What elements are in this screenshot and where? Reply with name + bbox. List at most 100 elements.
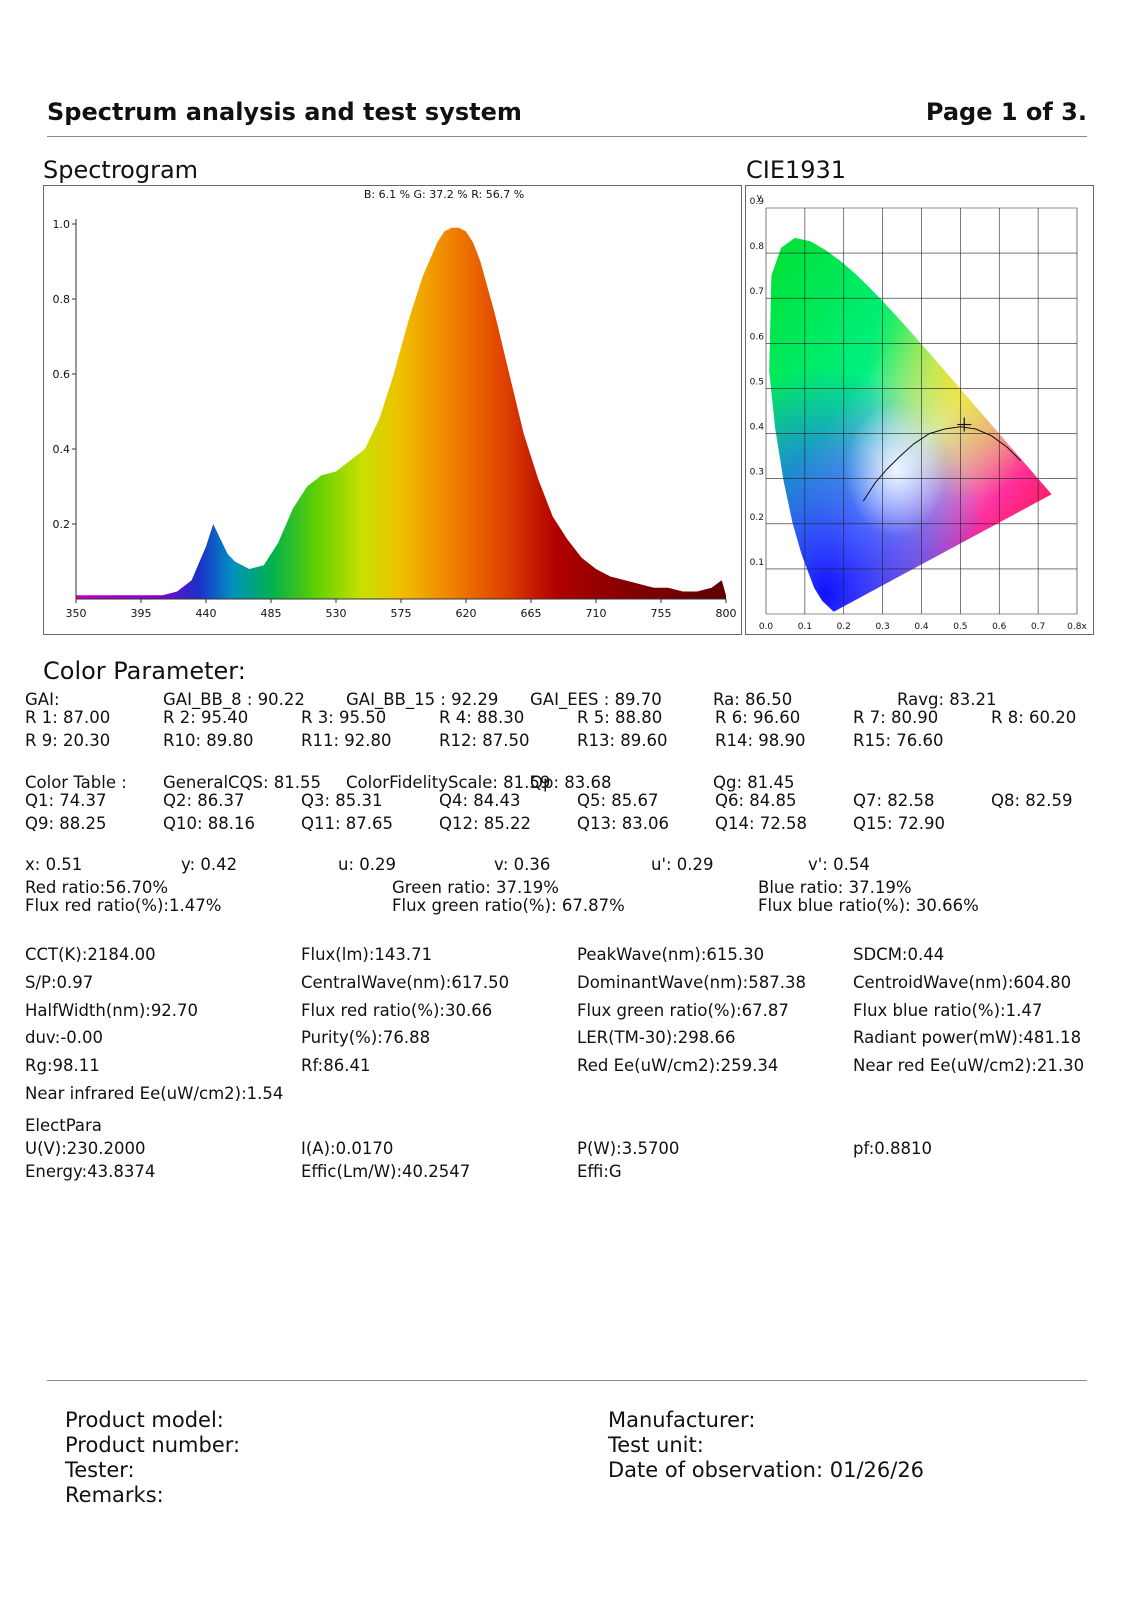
param-cell-r2-c3: DominantWave(nm):587.38 — [577, 972, 806, 992]
ri-value-b-6: R14: 98.90 — [715, 731, 806, 750]
cie-y-tick-label: 0.7 — [750, 287, 764, 297]
ri-value-8: R 8: 60.20 — [991, 708, 1077, 727]
gai-ees: GAI_EES : 89.70 — [530, 690, 662, 709]
spectrum-x-tick-label: 440 — [196, 607, 217, 620]
color-parameter-title: Color Parameter: — [43, 657, 246, 685]
cie-chart: 0.0 0.1 0.2 0.3 0.4 0.5 0.6 0.7 0.8x 0.1 0.2 0.3 0.4… — [750, 193, 1088, 632]
param-cell-r5-c1: Rg:98.11 — [25, 1056, 100, 1076]
param-cell-r5-c4: Near red Ee(uW/cm2):21.30 — [853, 1056, 1085, 1076]
footer-divider — [47, 1380, 1087, 1381]
q-value-3: Q3: 85.31 — [301, 791, 383, 810]
elect-value-b-2: Effic(Lm/W):40.2547 — [301, 1162, 471, 1181]
ri-value-b-5: R13: 89.60 — [577, 731, 668, 750]
param-cell-r2-c1: S/P:0.97 — [25, 972, 94, 992]
spectrum-x-tick-label: 530 — [326, 607, 347, 620]
param-cell-r4-c3: LER(TM-30):298.66 — [577, 1028, 736, 1048]
cie-gamut-white-overlay — [769, 237, 1052, 612]
q-value-4: Q4: 84.43 — [439, 791, 521, 810]
q-value-b-1: Q9: 88.25 — [25, 814, 107, 833]
param-cell-r6-c1: Near infrared Ee(uW/cm2):1.54 — [25, 1084, 284, 1103]
spectrogram-panel: B: 6.1 % G: 37.2 % R: 56.7 % 350 395 440 48… — [43, 185, 742, 635]
spectrum-ratio-label: B: 6.1 % G: 37.2 % R: 56.7 % — [364, 188, 524, 201]
q-value-b-2: Q10: 88.16 — [163, 814, 256, 833]
general-cqs: GeneralCQS: 81.55 — [163, 773, 322, 792]
ri-value-6: R 6: 96.60 — [715, 708, 801, 727]
cie-y-axis-label: y — [757, 193, 763, 203]
q-value-b-3: Q11: 87.65 — [301, 814, 394, 833]
gai-label: GAI: — [25, 690, 60, 709]
cie-x-tick-label: 0.2 — [837, 622, 851, 632]
param-cell-r3-c1: HalfWidth(nm):92.70 — [25, 1000, 199, 1020]
color-fidelity-scale: ColorFidelityScale: 81.59 — [346, 773, 551, 792]
elect-value-b-1: Energy:43.8374 — [25, 1162, 156, 1181]
gai-bb8: GAI_BB_8 : 90.22 — [163, 690, 305, 709]
spectrum-x-tick-label: 710 — [586, 607, 607, 620]
ri-value-2: R 2: 95.40 — [163, 708, 249, 727]
spectrogram-title: Spectrogram — [43, 156, 199, 184]
red-ratio: Red ratio:56.70% — [25, 878, 169, 897]
param-cell-r1-c1: CCT(K):2184.00 — [25, 945, 156, 964]
ri-value-1: R 1: 87.00 — [25, 708, 111, 727]
spectrum-y-tick-label: 0.4 — [53, 443, 71, 456]
spectrum-x-tick-label: 395 — [131, 607, 152, 620]
cie-x-tick-label: 0.7 — [1031, 622, 1045, 632]
cie-y-tick-label: 0.3 — [750, 468, 764, 478]
ri-value-b-1: R 9: 20.30 — [25, 731, 111, 750]
cie-y-tick-label: 0.1 — [750, 558, 764, 568]
q-value-b-6: Q14: 72.58 — [715, 814, 808, 833]
param-cell-r3-c3: Flux green ratio(%):67.87 — [577, 1000, 789, 1020]
color-table-label: Color Table : — [25, 773, 127, 792]
coord-v: v: 0.36 — [494, 855, 551, 874]
observation-date: Date of observation: 01/26/26 — [608, 1458, 925, 1482]
ri-value-3: R 3: 95.50 — [301, 708, 387, 727]
param-cell-r1-c4: SDCM:0.44 — [853, 945, 945, 964]
spectrum-y-tick-label: 0.2 — [53, 518, 71, 531]
spectrum-x-tick-label: 575 — [391, 607, 412, 620]
param-cell-r2-c4: CentroidWave(nm):604.80 — [853, 972, 1072, 992]
coord-x: x: 0.51 — [25, 855, 83, 874]
coord-y: y: 0.42 — [181, 855, 238, 874]
param-cell-r3-c4: Flux blue ratio(%):1.47 — [853, 1000, 1043, 1020]
ri-value-7: R 7: 80.90 — [853, 708, 939, 727]
q-value-b-7: Q15: 72.90 — [853, 814, 946, 833]
ri-value-b-2: R10: 89.80 — [163, 731, 254, 750]
cie-x-tick-label: 0.5 — [953, 622, 967, 632]
cie-y-tick-label: 0.6 — [750, 332, 765, 342]
test-unit-label: Test unit: — [608, 1433, 704, 1457]
cie-y-tick-label: 0.4 — [750, 423, 765, 433]
spectrum-x-tick-label: 620 — [456, 607, 477, 620]
coord-u-prime: u': 0.29 — [651, 855, 714, 874]
product-number-label: Product number: — [65, 1433, 241, 1457]
header-divider — [47, 136, 1087, 137]
spectrum-x-tick-label: 665 — [521, 607, 542, 620]
remarks-label: Remarks: — [65, 1483, 164, 1507]
param-cell-r5-c3: Red Ee(uW/cm2):259.34 — [577, 1056, 779, 1076]
elect-value-b-3: Effi:G — [577, 1162, 622, 1181]
coord-v-prime: v': 0.54 — [808, 855, 870, 874]
spectrogram-plot: 350 395 440 485 530 575 620 665 710 755 800 0.2 0.4 0… — [53, 218, 737, 620]
planckian-locus — [862, 426, 1021, 502]
cie-x-tick-label: 0.6 — [992, 622, 1007, 632]
q-value-b-4: Q12: 85.22 — [439, 814, 532, 833]
cie-y-tick-label: 0.5 — [750, 377, 764, 387]
ri-value-4: R 4: 88.30 — [439, 708, 525, 727]
cie-x-tick-label: 0.4 — [914, 622, 929, 632]
q-value-7: Q7: 82.58 — [853, 791, 935, 810]
ravg-value: Ravg: 83.21 — [897, 690, 997, 709]
ri-value-5: R 5: 88.80 — [577, 708, 663, 727]
param-cell-r1-c2: Flux(lm):143.71 — [301, 945, 433, 964]
blue-ratio: Blue ratio: 37.19% — [758, 878, 912, 897]
q-value-6: Q6: 84.85 — [715, 791, 797, 810]
ra-value: Ra: 86.50 — [713, 690, 793, 709]
spectrum-x-tick-label: 485 — [261, 607, 282, 620]
elect-value-4: pf:0.8810 — [853, 1139, 932, 1158]
manufacturer-label: Manufacturer: — [608, 1408, 756, 1432]
q-value-5: Q5: 85.67 — [577, 791, 659, 810]
cie-y-tick-label: 0.8 — [750, 242, 765, 252]
spectrum-y-tick-label: 1.0 — [53, 218, 71, 231]
spectrum-y-tick-label: 0.6 — [53, 368, 71, 381]
param-cell-r2-c2: CentralWave(nm):617.50 — [301, 972, 510, 992]
product-model-label: Product model: — [65, 1408, 224, 1432]
cie-y-tick-label: 0.9 — [750, 197, 765, 207]
param-cell-r4-c4: Radiant power(mW):481.18 — [853, 1028, 1082, 1048]
